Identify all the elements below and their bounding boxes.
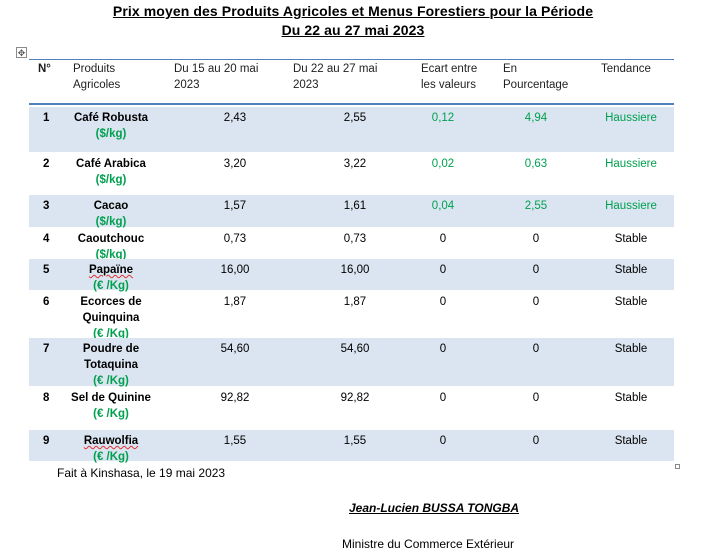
price-period-1: 0,73 <box>223 233 247 245</box>
header-trend: Tendance <box>601 63 651 75</box>
difference-value: 0 <box>439 233 447 245</box>
row-number: 5 <box>43 264 50 276</box>
price-period-1: 1,57 <box>223 200 247 212</box>
difference-value: 0 <box>439 392 447 404</box>
header-number: N° <box>38 63 51 75</box>
percentage-value: 2,55 <box>524 200 548 212</box>
product-unit: (€ /Kg) <box>93 451 129 463</box>
difference-value: 0 <box>439 343 447 355</box>
row-number: 6 <box>43 296 50 308</box>
percentage-value: 0 <box>532 343 540 355</box>
header-difference: Ecart entre les valeurs <box>421 63 478 91</box>
row-number: 4 <box>43 233 50 245</box>
price-period-1: 2,43 <box>223 112 247 124</box>
difference-value: 0,02 <box>431 158 455 170</box>
percentage-value: 0 <box>532 264 540 276</box>
price-period-2: 1,61 <box>343 200 367 212</box>
difference-value: 0 <box>439 264 447 276</box>
price-period-2: 0,73 <box>343 233 367 245</box>
product-name: Café Robusta <box>73 112 149 124</box>
product-name-line-2: Totaquina <box>83 359 139 371</box>
price-period-1: 54,60 <box>220 343 250 355</box>
price-period-2: 1,55 <box>343 435 367 447</box>
table-top-rule <box>29 59 674 60</box>
trend-label: Stable <box>614 264 648 276</box>
difference-value: 0,04 <box>431 200 455 212</box>
table-row: 6 Ecorces de Quinquina (€ /Kg) 1,87 1,87 0 0 Sta… <box>29 291 674 340</box>
percentage-value: 0 <box>532 233 540 245</box>
price-period-1: 1,87 <box>223 296 247 308</box>
place-date: Fait à Kinshasa, le 19 mai 2023 <box>57 466 226 480</box>
table-move-handle-icon[interactable]: ✥ <box>16 47 27 58</box>
product-name: Rauwolfia <box>83 435 139 447</box>
product-name: Caoutchouc <box>77 233 145 245</box>
product-name: Cacao <box>93 200 129 212</box>
product-name: Poudre de <box>82 343 140 355</box>
table-row: 1 Café Robusta ($/kg) 2,43 2,55 0,12 4,94 Hauss… <box>29 107 674 152</box>
table-row: 8 Sel de Quinine (€ /Kg) 92,82 92,82 0 0 Stable <box>29 387 674 429</box>
product-name: Café Arabica <box>76 158 146 170</box>
title-line-1: Prix moyen des Produits Agricoles et Men… <box>112 3 594 19</box>
row-number: 9 <box>43 435 50 447</box>
price-period-1: 92,82 <box>220 392 250 404</box>
product-name: Sel de Quinine <box>71 392 151 404</box>
signatory-role: Ministre du Commerce Extérieur <box>342 537 515 551</box>
table-row: 4 Caoutchouc ($/kg) 0,73 0,73 0 0 Stable <box>29 228 674 261</box>
trend-label: Stable <box>614 233 648 245</box>
product-unit: (€ /Kg) <box>93 280 129 292</box>
price-period-2: 1,87 <box>343 296 367 308</box>
trend-label: Stable <box>614 392 648 404</box>
table-row: 5 Papaïne (€ /Kg) 16,00 16,00 0 0 Stable <box>29 259 674 292</box>
price-period-2: 54,60 <box>340 343 370 355</box>
product-unit: (€ /Kg) <box>93 328 129 340</box>
row-number: 8 <box>43 392 50 404</box>
percentage-value: 0 <box>532 296 540 308</box>
trend-label: Haussiere <box>605 200 657 212</box>
product-unit: (€ /Kg) <box>93 408 129 420</box>
product-name-line-2: Quinquina <box>82 312 140 324</box>
table-row: 2 Café Arabica ($/kg) 3,20 3,22 0,02 0,63 Hauss… <box>29 153 674 194</box>
price-period-2: 2,55 <box>343 112 367 124</box>
price-period-2: 92,82 <box>340 392 370 404</box>
difference-value: 0 <box>439 435 447 447</box>
product-unit: ($/kg) <box>95 128 127 140</box>
product-unit: ($/kg) <box>95 216 127 228</box>
percentage-value: 4,94 <box>524 112 548 124</box>
row-number: 1 <box>43 112 50 124</box>
title-line-2: Du 22 au 27 mai 2023 <box>281 22 425 38</box>
price-period-1: 3,20 <box>223 158 247 170</box>
percentage-value: 0 <box>532 435 540 447</box>
difference-value: 0,12 <box>431 112 455 124</box>
trend-label: Haussiere <box>605 158 657 170</box>
header-period-2: Du 22 au 27 mai 2023 <box>293 63 378 91</box>
trend-label: Stable <box>614 343 648 355</box>
product-name: Papaïne <box>88 264 134 276</box>
price-period-2: 3,22 <box>343 158 367 170</box>
row-number: 7 <box>43 343 50 355</box>
difference-value: 0 <box>439 296 447 308</box>
table-row: 9 Rauwolfia (€ /Kg) 1,55 1,55 0 0 Stable <box>29 430 674 463</box>
price-period-2: 16,00 <box>340 264 370 276</box>
table-resize-handle-icon[interactable] <box>675 464 680 469</box>
product-unit: ($/kg) <box>95 249 127 261</box>
price-period-1: 16,00 <box>220 264 250 276</box>
row-number: 3 <box>43 200 50 212</box>
header-percentage: En Pourcentage <box>503 63 569 91</box>
header-period-1: Du 15 au 20 mai 2023 <box>174 63 259 91</box>
product-unit: ($/kg) <box>95 174 127 186</box>
trend-label: Stable <box>614 435 648 447</box>
header-rule <box>29 103 674 105</box>
table-row: 3 Cacao ($/kg) 1,57 1,61 0,04 2,55 Haussiere <box>29 195 674 228</box>
product-unit: (€ /Kg) <box>93 375 129 387</box>
percentage-value: 0 <box>532 392 540 404</box>
header-products: Produits Agricoles <box>73 63 121 91</box>
trend-label: Stable <box>614 296 648 308</box>
trend-label: Haussiere <box>605 112 657 124</box>
signatory-name: Jean-Lucien BUSSA TONGBA <box>349 501 520 515</box>
price-period-1: 1,55 <box>223 435 247 447</box>
row-number: 2 <box>43 158 50 170</box>
product-name: Ecorces de <box>80 296 142 308</box>
table-row: 7 Poudre de Totaquina (€ /Kg) 54,60 54,60 0 0 St… <box>29 338 674 387</box>
percentage-value: 0,63 <box>524 158 548 170</box>
